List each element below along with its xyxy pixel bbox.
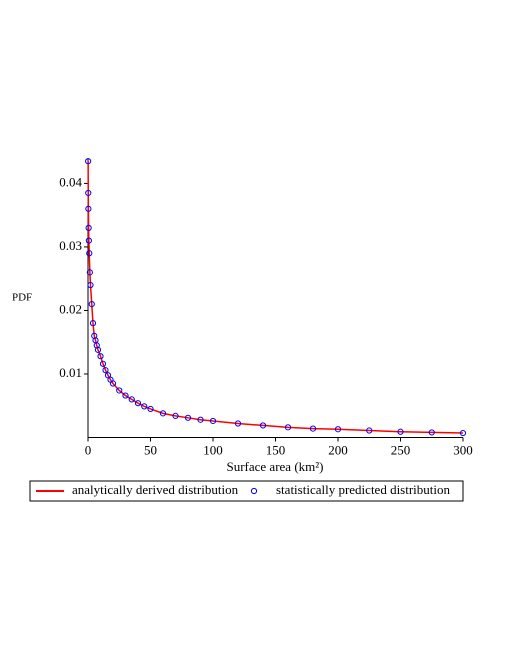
data-point: [86, 250, 93, 257]
data-point: [102, 367, 109, 374]
y-tick-label: 0.03: [59, 238, 82, 253]
data-point: [85, 237, 92, 244]
x-tick-label: 300: [453, 442, 473, 457]
y-tick-label: 0.04: [59, 174, 82, 189]
data-point: [94, 346, 102, 353]
legend-swatch: [250, 487, 258, 495]
x-tick-label: 50: [144, 442, 157, 457]
y-axis-label: PDF: [12, 292, 32, 304]
x-tick-label: 200: [328, 442, 348, 457]
data-point: [159, 410, 167, 417]
x-axis-label: Surface area (km²): [226, 459, 323, 474]
data-point: [99, 360, 107, 367]
data-point: [87, 281, 94, 289]
x-tick-label: 150: [266, 442, 286, 457]
data-point: [116, 387, 123, 394]
data-point: [147, 405, 154, 413]
data-point: [309, 425, 317, 432]
data-point: [104, 372, 112, 379]
data-point: [89, 320, 97, 327]
data-point: [97, 353, 104, 360]
data-point: [85, 158, 92, 165]
data-point: [172, 412, 179, 420]
data-point: [209, 417, 217, 425]
data-point: [259, 422, 267, 429]
y-tick-label: 0.01: [59, 365, 82, 380]
data-point: [85, 189, 92, 197]
data-point: [134, 400, 142, 407]
data-point: [284, 424, 292, 431]
x-tick-label: 250: [391, 442, 411, 457]
data-line: [87, 161, 464, 434]
data-point: [122, 392, 129, 399]
data-point: [197, 416, 204, 423]
x-tick-label: 100: [203, 442, 223, 457]
x-tick-label: 0: [85, 442, 92, 457]
legend-label: statistically predicted distribution: [276, 482, 451, 497]
legend-box: [29, 480, 464, 502]
data-point: [459, 429, 467, 437]
data-point: [184, 414, 192, 421]
data-point: [428, 429, 435, 436]
data-point: [86, 269, 93, 276]
data-point: [397, 428, 404, 435]
data-point: [366, 427, 373, 434]
data-point: [109, 380, 117, 387]
data-point: [141, 403, 148, 410]
data-point: [334, 426, 342, 433]
data-point: [85, 205, 92, 212]
data-point: [88, 301, 95, 308]
legend-label: analytically derived distribution: [72, 482, 239, 497]
y-tick-label: 0.02: [59, 301, 82, 316]
data-point: [85, 224, 92, 231]
data-point: [128, 396, 135, 403]
data-point: [234, 420, 242, 427]
